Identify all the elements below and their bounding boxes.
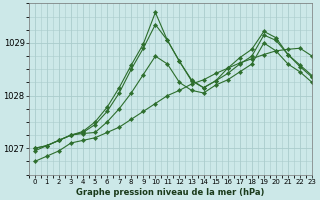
X-axis label: Graphe pression niveau de la mer (hPa): Graphe pression niveau de la mer (hPa) [76, 188, 265, 197]
